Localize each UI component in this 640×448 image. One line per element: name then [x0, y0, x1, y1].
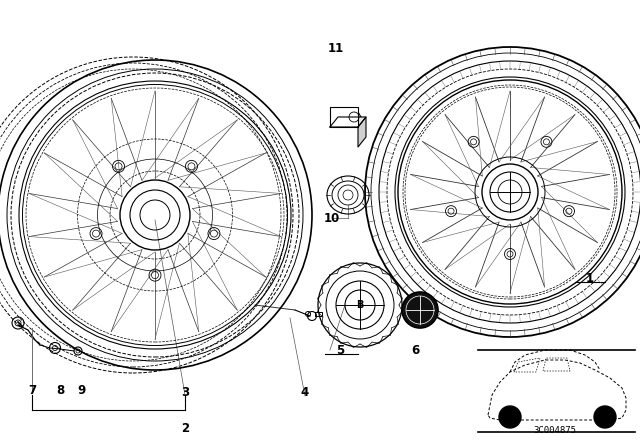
- Circle shape: [499, 406, 521, 428]
- Text: 8: 8: [56, 383, 64, 396]
- Text: 4: 4: [301, 385, 309, 399]
- Text: 3C004875: 3C004875: [534, 426, 577, 435]
- Circle shape: [402, 292, 438, 328]
- Text: B: B: [356, 300, 364, 310]
- Polygon shape: [330, 117, 366, 127]
- Text: 2: 2: [181, 422, 189, 435]
- Circle shape: [594, 406, 616, 428]
- Bar: [330, 107, 358, 127]
- Text: 6: 6: [411, 344, 419, 357]
- Text: 1: 1: [586, 271, 594, 284]
- Text: 5: 5: [336, 344, 344, 357]
- Text: 9: 9: [78, 383, 86, 396]
- Polygon shape: [358, 117, 366, 147]
- Text: 3: 3: [181, 385, 189, 399]
- Text: 11: 11: [328, 42, 344, 55]
- Text: 10: 10: [324, 211, 340, 224]
- Text: 7: 7: [28, 383, 36, 396]
